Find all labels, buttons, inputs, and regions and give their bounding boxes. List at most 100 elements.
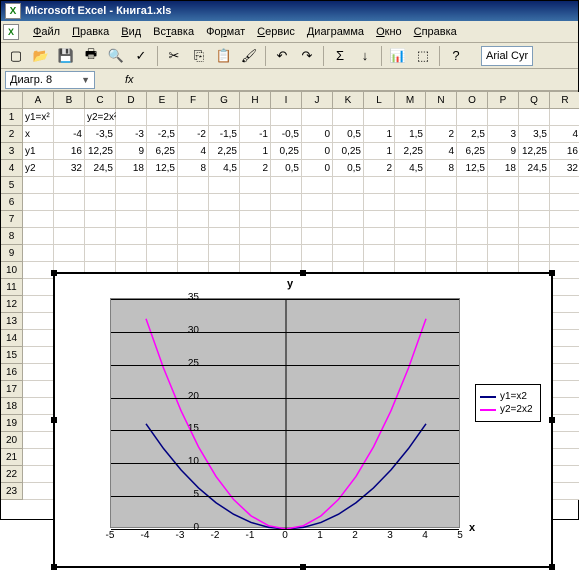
cell-R12[interactable] xyxy=(550,296,579,313)
row-header-14[interactable]: 14 xyxy=(1,330,23,347)
cell-I9[interactable] xyxy=(271,245,302,262)
cell-G2[interactable]: -1,5 xyxy=(209,126,240,143)
cell-A4[interactable]: y2 xyxy=(23,160,54,177)
cell-Q4[interactable]: 24,5 xyxy=(519,160,550,177)
col-header-O[interactable]: O xyxy=(457,92,488,109)
cell-K6[interactable] xyxy=(333,194,364,211)
cell-I7[interactable] xyxy=(271,211,302,228)
cell-A16[interactable] xyxy=(23,364,54,381)
cell-A21[interactable] xyxy=(23,449,54,466)
cell-D3[interactable]: 9 xyxy=(116,143,147,160)
col-header-F[interactable]: F xyxy=(178,92,209,109)
cut-icon[interactable]: ✂ xyxy=(163,45,185,67)
row-header-11[interactable]: 11 xyxy=(1,279,23,296)
cell-G5[interactable] xyxy=(209,177,240,194)
cell-R4[interactable]: 32 xyxy=(550,160,579,177)
cell-E3[interactable]: 6,25 xyxy=(147,143,178,160)
cell-F3[interactable]: 4 xyxy=(178,143,209,160)
cell-K7[interactable] xyxy=(333,211,364,228)
cell-R13[interactable] xyxy=(550,313,579,330)
cell-M1[interactable] xyxy=(395,109,426,126)
cell-C2[interactable]: -3,5 xyxy=(85,126,116,143)
cell-A7[interactable] xyxy=(23,211,54,228)
menu-файл[interactable]: Файл xyxy=(27,24,66,40)
cell-I2[interactable]: -0,5 xyxy=(271,126,302,143)
cell-F8[interactable] xyxy=(178,228,209,245)
cell-G1[interactable] xyxy=(209,109,240,126)
row-header-10[interactable]: 10 xyxy=(1,262,23,279)
cell-M4[interactable]: 4,5 xyxy=(395,160,426,177)
cell-C9[interactable] xyxy=(85,245,116,262)
cell-J8[interactable] xyxy=(302,228,333,245)
print-preview-icon[interactable]: 🔍 xyxy=(105,45,127,67)
row-header-18[interactable]: 18 xyxy=(1,398,23,415)
cell-A3[interactable]: y1 xyxy=(23,143,54,160)
cell-F9[interactable] xyxy=(178,245,209,262)
cell-O1[interactable] xyxy=(457,109,488,126)
cell-K2[interactable]: 0,5 xyxy=(333,126,364,143)
cell-A6[interactable] xyxy=(23,194,54,211)
cell-C5[interactable] xyxy=(85,177,116,194)
cell-H3[interactable]: 1 xyxy=(240,143,271,160)
cell-L7[interactable] xyxy=(364,211,395,228)
row-header-8[interactable]: 8 xyxy=(1,228,23,245)
new-icon[interactable]: ▢ xyxy=(5,45,27,67)
cell-P6[interactable] xyxy=(488,194,519,211)
cell-R15[interactable] xyxy=(550,347,579,364)
cell-D1[interactable] xyxy=(116,109,147,126)
menu-вставка[interactable]: Вставка xyxy=(147,24,200,40)
cell-R14[interactable] xyxy=(550,330,579,347)
col-header-C[interactable]: C xyxy=(85,92,116,109)
cell-K3[interactable]: 0,25 xyxy=(333,143,364,160)
cell-R22[interactable] xyxy=(550,466,579,483)
cell-H1[interactable] xyxy=(240,109,271,126)
cell-A15[interactable] xyxy=(23,347,54,364)
cell-E1[interactable] xyxy=(147,109,178,126)
cell-O9[interactable] xyxy=(457,245,488,262)
menu-вид[interactable]: Вид xyxy=(115,24,147,40)
autosum-icon[interactable]: Σ xyxy=(329,45,351,67)
row-header-5[interactable]: 5 xyxy=(1,177,23,194)
cell-D8[interactable] xyxy=(116,228,147,245)
cell-R23[interactable] xyxy=(550,483,579,500)
cell-B7[interactable] xyxy=(54,211,85,228)
cell-C3[interactable]: 12,25 xyxy=(85,143,116,160)
chart-icon[interactable]: 📊 xyxy=(387,45,409,67)
col-header-R[interactable]: R xyxy=(550,92,579,109)
cell-N5[interactable] xyxy=(426,177,457,194)
cell-G6[interactable] xyxy=(209,194,240,211)
col-header-L[interactable]: L xyxy=(364,92,395,109)
row-header-16[interactable]: 16 xyxy=(1,364,23,381)
cell-P8[interactable] xyxy=(488,228,519,245)
cell-E7[interactable] xyxy=(147,211,178,228)
cell-B8[interactable] xyxy=(54,228,85,245)
cell-C1[interactable]: y2=2x² xyxy=(85,109,116,126)
col-header-G[interactable]: G xyxy=(209,92,240,109)
menu-сервис[interactable]: Сервис xyxy=(251,24,301,40)
row-header-1[interactable]: 1 xyxy=(1,109,23,126)
menu-правка[interactable]: Правка xyxy=(66,24,115,40)
row-header-2[interactable]: 2 xyxy=(1,126,23,143)
row-header-3[interactable]: 3 xyxy=(1,143,23,160)
col-header-H[interactable]: H xyxy=(240,92,271,109)
cell-J5[interactable] xyxy=(302,177,333,194)
cell-M8[interactable] xyxy=(395,228,426,245)
menu-окно[interactable]: Окно xyxy=(370,24,408,40)
cell-F1[interactable] xyxy=(178,109,209,126)
help-icon[interactable]: ? xyxy=(445,45,467,67)
cell-B9[interactable] xyxy=(54,245,85,262)
cell-C8[interactable] xyxy=(85,228,116,245)
cell-B3[interactable]: 16 xyxy=(54,143,85,160)
cell-Q6[interactable] xyxy=(519,194,550,211)
chart-object[interactable]: y x 05101520253035 -5-4-3-2-1012345 y1=x… xyxy=(53,272,553,568)
row-header-12[interactable]: 12 xyxy=(1,296,23,313)
cell-A8[interactable] xyxy=(23,228,54,245)
cell-J1[interactable] xyxy=(302,109,333,126)
col-header-A[interactable]: A xyxy=(23,92,54,109)
cell-A12[interactable] xyxy=(23,296,54,313)
cell-L1[interactable] xyxy=(364,109,395,126)
cell-O7[interactable] xyxy=(457,211,488,228)
zoom-icon[interactable]: ⬚ xyxy=(412,45,434,67)
cell-R3[interactable]: 16 xyxy=(550,143,579,160)
cell-H8[interactable] xyxy=(240,228,271,245)
